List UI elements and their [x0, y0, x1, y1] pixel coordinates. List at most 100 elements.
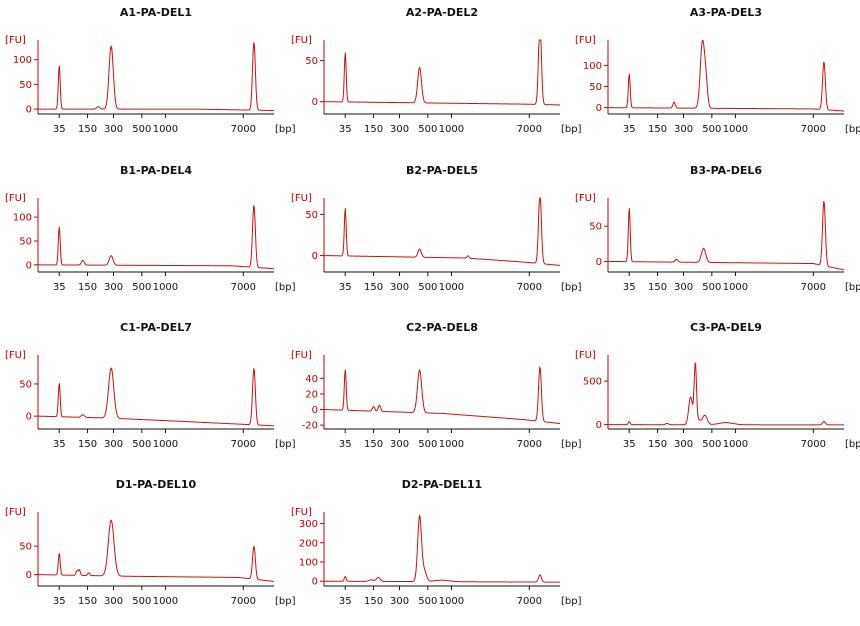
y-tick-label: 50 — [305, 56, 318, 67]
y-tick-label: 200 — [299, 538, 318, 549]
y-tick-label: 0 — [312, 97, 318, 108]
signal-trace — [324, 39, 561, 106]
x-tick-label: 7000 — [231, 124, 256, 135]
x-tick-label: 1000 — [723, 282, 748, 293]
x-tick-label: 150 — [648, 439, 667, 450]
y-tick-label: 0 — [26, 570, 32, 581]
chart-title: D1-PA-DEL10 — [116, 478, 197, 491]
y-unit-label: [FU] — [5, 193, 26, 204]
x-tick-label: 500 — [418, 282, 437, 293]
chart-panel-10: D1-PA-DEL10 [FU] 0 50 35 150 300 500 1000 7000 [bp… — [5, 478, 296, 607]
x-unit-label: [bp] — [275, 282, 296, 293]
y-tick-label: 50 — [19, 542, 32, 553]
chart-title: D2-PA-DEL11 — [402, 478, 482, 491]
y-unit-label: [FU] — [575, 35, 596, 46]
x-tick-label: 1000 — [153, 596, 178, 607]
x-tick-label: 300 — [390, 124, 409, 135]
x-tick-label: 500 — [702, 439, 721, 450]
x-tick-label: 300 — [104, 282, 123, 293]
x-unit-label: [bp] — [275, 124, 296, 135]
y-unit-label: [FU] — [5, 507, 26, 518]
chart-title: A1-PA-DEL1 — [120, 6, 192, 19]
chart-panel-3: A3-PA-DEL3 [FU] 0 50 100 35 150 300 500 1000 7000 [… — [575, 6, 860, 135]
y-unit-label: [FU] — [5, 350, 26, 361]
x-unit-label: [bp] — [845, 282, 860, 293]
x-tick-label: 35 — [339, 282, 352, 293]
chart-panel-7: C1-PA-DEL7 [FU] 0 50 35 150 300 500 1000 7000 [bp] — [5, 321, 296, 450]
chart-panel-2: A2-PA-DEL2 [FU] 0 50 35 150 300 500 1000 7000 [bp] — [291, 6, 582, 135]
y-tick-label: 0 — [312, 251, 318, 262]
x-unit-label: [bp] — [561, 282, 582, 293]
signal-trace — [38, 42, 275, 112]
x-tick-label: 150 — [78, 124, 97, 135]
signal-trace — [608, 362, 844, 426]
x-tick-label: 300 — [674, 282, 693, 293]
x-tick-label: 35 — [53, 596, 66, 607]
x-tick-label: 1000 — [439, 282, 464, 293]
x-tick-label: 150 — [364, 596, 383, 607]
chart-panel-8: C2-PA-DEL8 [FU] -20 0 20 40 35 150 300 500 1000 700… — [291, 321, 582, 450]
y-tick-label: 50 — [19, 236, 32, 247]
y-unit-label: [FU] — [291, 193, 312, 204]
x-tick-label: 500 — [132, 124, 151, 135]
x-tick-label: 7000 — [231, 282, 256, 293]
x-tick-label: 7000 — [231, 439, 256, 450]
x-tick-label: 35 — [339, 124, 352, 135]
x-tick-label: 150 — [78, 439, 97, 450]
x-tick-label: 300 — [674, 124, 693, 135]
y-unit-label: [FU] — [575, 193, 596, 204]
x-unit-label: [bp] — [845, 439, 860, 450]
y-tick-label: 0 — [596, 257, 602, 268]
x-tick-label: 150 — [364, 282, 383, 293]
chart-title: A3-PA-DEL3 — [690, 6, 762, 19]
x-unit-label: [bp] — [275, 439, 296, 450]
y-tick-label: 0 — [26, 412, 32, 423]
x-tick-label: 500 — [418, 596, 437, 607]
chart-title: B1-PA-DEL4 — [120, 164, 192, 177]
x-tick-label: 300 — [104, 596, 123, 607]
y-tick-label: -20 — [302, 421, 318, 432]
x-tick-label: 1000 — [723, 124, 748, 135]
x-tick-label: 7000 — [801, 124, 826, 135]
x-tick-label: 35 — [623, 282, 636, 293]
x-tick-label: 150 — [648, 282, 667, 293]
y-tick-label: 50 — [589, 222, 602, 233]
signal-trace — [323, 514, 561, 583]
y-unit-label: [FU] — [291, 350, 312, 361]
chart-panel-4: B1-PA-DEL4 [FU] 0 50 100 35 150 300 500 1000 7000 [… — [5, 164, 296, 293]
x-tick-label: 150 — [648, 124, 667, 135]
y-tick-label: 40 — [305, 374, 318, 385]
y-tick-label: 100 — [13, 213, 32, 224]
x-tick-label: 35 — [339, 439, 352, 450]
chart-title: A2-PA-DEL2 — [406, 6, 478, 19]
x-tick-label: 300 — [104, 124, 123, 135]
x-tick-label: 35 — [339, 596, 352, 607]
x-tick-label: 35 — [53, 439, 66, 450]
y-tick-label: 0 — [596, 420, 602, 431]
chart-panel-1: A1-PA-DEL1 [FU] 0 50 100 35 150 300 500 1000 7000 [… — [5, 6, 296, 135]
signal-trace — [323, 197, 561, 266]
x-tick-label: 35 — [623, 124, 636, 135]
x-tick-label: 1000 — [153, 439, 178, 450]
y-unit-label: [FU] — [291, 507, 312, 518]
signal-trace — [37, 519, 275, 582]
y-unit-label: [FU] — [291, 35, 312, 46]
x-tick-label: 7000 — [517, 124, 542, 135]
y-tick-label: 500 — [583, 377, 602, 388]
x-tick-label: 7000 — [801, 439, 826, 450]
y-tick-label: 50 — [19, 379, 32, 390]
signal-trace — [38, 205, 275, 270]
x-tick-label: 300 — [104, 439, 123, 450]
x-tick-label: 150 — [78, 596, 97, 607]
chart-panel-5: B2-PA-DEL5 [FU] 0 50 35 150 300 500 1000 7000 [bp] — [291, 164, 582, 293]
y-tick-label: 50 — [305, 210, 318, 221]
x-tick-label: 500 — [702, 282, 721, 293]
y-unit-label: [FU] — [575, 350, 596, 361]
x-tick-label: 35 — [53, 282, 66, 293]
y-tick-label: 50 — [19, 80, 32, 91]
x-tick-label: 300 — [674, 439, 693, 450]
y-tick-label: 0 — [312, 405, 318, 416]
x-unit-label: [bp] — [275, 596, 296, 607]
